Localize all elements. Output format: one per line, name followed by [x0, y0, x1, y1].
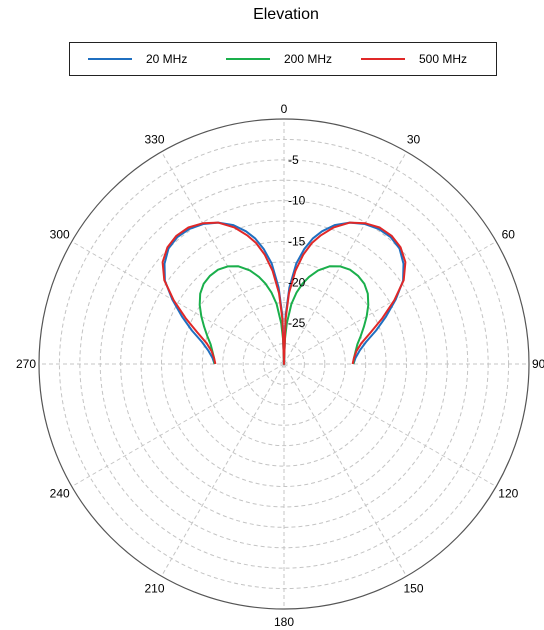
polar-labels: 0 30 60 90 120 150 180 210 240 270 300 330 -5 -10 -15 -… [16, 102, 544, 629]
chart-title: Elevation [253, 6, 319, 23]
radial-tick-label: -5 [288, 153, 299, 167]
angle-tick-label: 210 [144, 581, 164, 595]
grid-ring [263, 343, 305, 385]
legend-item-200mhz: 200 MHz [226, 43, 332, 75]
radial-tick-label: -20 [288, 275, 306, 289]
grid-ring [242, 322, 326, 406]
grid-spoke [71, 363, 285, 487]
legend-item-20mhz: 20 MHz [88, 43, 187, 75]
legend-swatch-200mhz [226, 58, 270, 60]
angle-tick-label: 240 [50, 487, 70, 501]
grid-spoke [71, 241, 285, 365]
angle-tick-label: 270 [16, 357, 36, 371]
grid-spoke [283, 363, 407, 577]
grid-ring [181, 261, 387, 467]
angle-tick-label: 300 [50, 228, 70, 242]
polar-outer-ring [38, 118, 530, 610]
radial-tick-label: -10 [288, 194, 306, 208]
legend-swatch-20mhz [88, 58, 132, 60]
radial-tick-label: -15 [288, 235, 306, 249]
grid-spoke [283, 151, 407, 365]
grid-ring [201, 281, 367, 447]
chart-legend: 20 MHz 200 MHz 500 MHz [69, 42, 497, 76]
legend-label-500mhz: 500 MHz [419, 52, 468, 66]
angle-tick-label: 0 [281, 102, 288, 116]
angle-tick-label: 30 [407, 133, 421, 147]
legend-item-500mhz: 500 MHz [361, 43, 467, 75]
polar-series [161, 221, 407, 365]
angle-tick-label: 90 [532, 357, 544, 371]
grid-spoke [161, 363, 285, 577]
grid-ring [222, 302, 346, 426]
radial-tick-label: -25 [288, 316, 306, 330]
grid-spoke [161, 151, 285, 365]
angle-tick-label: 60 [502, 228, 516, 242]
series-line-500mhz [161, 221, 407, 365]
legend-label-200mhz: 200 MHz [284, 52, 333, 66]
legend-swatch-500mhz [361, 58, 405, 60]
angle-tick-label: 150 [403, 581, 423, 595]
angle-tick-label: 180 [274, 615, 294, 629]
polar-grid [38, 118, 530, 610]
angle-tick-label: 330 [144, 133, 164, 147]
angle-tick-label: 120 [498, 487, 518, 501]
grid-spoke [283, 241, 497, 365]
grid-spoke [283, 363, 497, 487]
legend-label-20mhz: 20 MHz [146, 52, 188, 66]
